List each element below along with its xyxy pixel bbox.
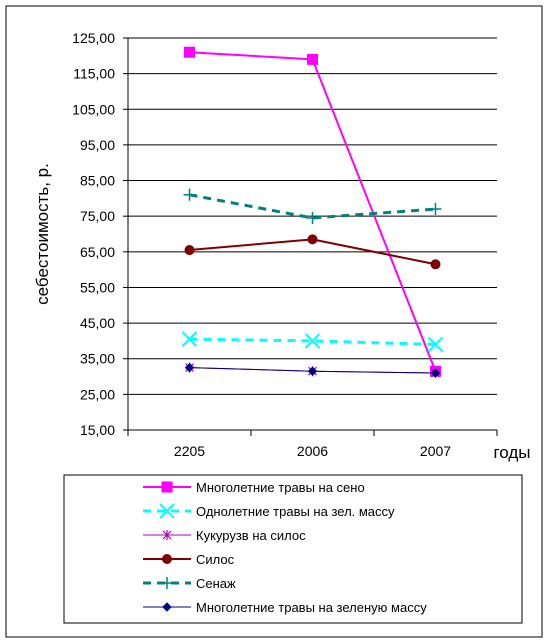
legend-item: Сенаж <box>143 576 236 591</box>
legend-label: Силос <box>196 552 235 567</box>
marker-x <box>159 503 175 519</box>
data-point <box>184 46 195 58</box>
series-2 <box>181 331 444 353</box>
series-group <box>181 46 444 378</box>
y-tick-label: 55,00 <box>80 279 115 295</box>
marker-diamond <box>430 368 441 378</box>
marker-square <box>184 46 195 58</box>
data-point <box>184 362 195 373</box>
legend-swatch-marker <box>162 554 172 564</box>
legend-item: Многолетние травы на зеленую массу <box>143 600 427 615</box>
marker-plus <box>183 188 196 201</box>
y-tick-label: 85,00 <box>80 173 115 189</box>
x-axis-title: годы <box>493 443 530 462</box>
legend-item: Однолетние травы на зел. массу <box>143 503 395 519</box>
legend: Многолетние травы на сено Однолетние трав… <box>63 474 523 624</box>
y-tick-label: 15,00 <box>80 422 115 438</box>
data-point <box>184 245 195 256</box>
marker-x <box>304 333 321 349</box>
legend-label: Сенаж <box>196 576 236 591</box>
y-tick-label: 75,00 <box>80 208 115 224</box>
marker-circle <box>307 234 318 245</box>
legend-item: Кукурузв на силос <box>143 528 306 543</box>
x-tick-label: 2205 <box>174 443 205 459</box>
legend-item: Силос <box>143 552 235 567</box>
legend-swatch-marker <box>162 530 172 540</box>
legend-swatch-marker <box>161 577 173 589</box>
data-point <box>307 366 318 376</box>
marker-plus <box>429 203 442 216</box>
y-tick-label: 95,00 <box>80 137 115 153</box>
data-point <box>429 203 442 216</box>
y-axis-title: себестоимость, р. <box>33 163 52 305</box>
marker-diamond <box>162 602 172 612</box>
data-point <box>304 333 321 349</box>
legend-swatch-marker <box>162 602 172 612</box>
series-4 <box>184 234 441 270</box>
marker-asterisk <box>162 530 172 540</box>
y-tick-label: 25,00 <box>80 386 115 402</box>
marker-square <box>307 53 318 65</box>
marker-circle <box>162 554 172 564</box>
y-tick-label: 115,00 <box>73 66 115 82</box>
y-tick-label: 65,00 <box>80 244 115 260</box>
marker-circle <box>430 259 441 270</box>
legend-swatch-marker <box>161 481 173 493</box>
y-tick-label: 105,00 <box>72 101 115 117</box>
series-6 <box>184 362 441 378</box>
legend-item: Многолетние травы на сено <box>143 480 365 495</box>
data-point <box>181 331 198 347</box>
data-point <box>183 188 196 201</box>
data-point <box>430 259 441 270</box>
marker-x <box>427 336 444 353</box>
marker-square <box>161 481 173 493</box>
legend-box <box>63 474 523 624</box>
legend-label: Кукурузв на силос <box>196 528 306 543</box>
legend-label: Однолетние травы на зел. массу <box>196 504 395 519</box>
x-tick-label: 2007 <box>420 443 451 459</box>
x-tick-label: 2006 <box>297 443 328 459</box>
legend-label: Многолетние травы на сено <box>196 480 365 495</box>
marker-circle <box>184 245 195 256</box>
data-point <box>307 234 318 245</box>
series-5 <box>183 188 442 224</box>
gridlines <box>128 37 497 395</box>
data-point <box>306 211 319 224</box>
legend-label: Многолетние травы на зеленую массу <box>196 600 427 615</box>
y-tick-label: 35,00 <box>80 351 115 367</box>
y-tick-label: 125,00 <box>72 30 115 46</box>
data-point <box>307 53 318 65</box>
marker-plus <box>306 211 319 224</box>
marker-x <box>181 331 198 347</box>
y-tick-label: 45,00 <box>80 315 115 331</box>
legend-swatch-marker <box>159 503 175 519</box>
marker-plus <box>161 577 173 589</box>
data-point <box>427 336 444 353</box>
marker-diamond <box>184 362 195 373</box>
marker-diamond <box>307 366 318 376</box>
data-point <box>430 368 441 378</box>
